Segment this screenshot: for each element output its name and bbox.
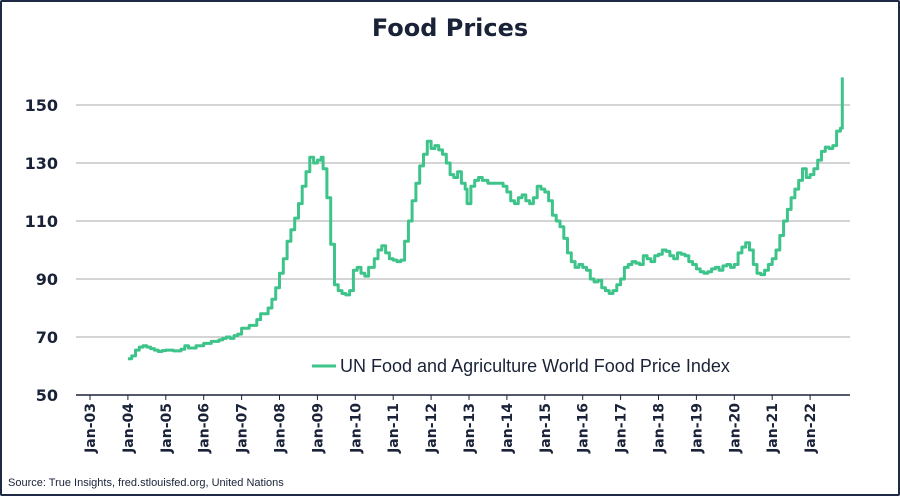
x-tick-label: Jan-18 [652, 403, 668, 454]
x-axis-ticks: Jan-03 Jan-04 Jan-05 Jan-06 Jan-07 Jan-08 Jan-… [83, 395, 819, 454]
y-tick-label: 90 [36, 270, 58, 289]
legend-label: UN Food and Agriculture World Food Price… [340, 356, 730, 376]
source-note: Source: True Insights, fred.stlouisfed.o… [8, 477, 284, 489]
chart-title: Food Prices [371, 14, 529, 42]
y-tick-label: 130 [25, 154, 58, 173]
series-line-food-price-index [127, 77, 844, 361]
x-tick-label: Jan-03 [83, 403, 99, 454]
gridlines [76, 104, 850, 338]
x-tick-label: Jan-07 [235, 403, 251, 454]
x-tick-label: Jan-12 [424, 403, 440, 454]
x-tick-label: Jan-15 [538, 403, 554, 454]
x-tick-label: Jan-05 [159, 403, 175, 454]
x-tick-label: Jan-17 [614, 403, 630, 454]
y-tick-label: 50 [36, 386, 58, 405]
x-tick-label: Jan-22 [803, 403, 819, 454]
y-tick-label: 110 [25, 212, 58, 231]
x-tick-label: Jan-20 [727, 403, 743, 454]
x-tick-label: Jan-09 [310, 403, 326, 454]
x-tick-label: Jan-16 [576, 403, 592, 454]
y-axis-ticks: 50 70 90 110 130 150 [25, 96, 58, 405]
legend: UN Food and Agriculture World Food Price… [312, 356, 730, 376]
y-tick-label: 150 [25, 96, 58, 115]
x-tick-label: Jan-19 [689, 403, 705, 454]
x-tick-label: Jan-06 [197, 403, 213, 454]
x-tick-label: Jan-14 [500, 403, 516, 454]
x-tick-label: Jan-13 [462, 403, 478, 454]
x-tick-label: Jan-21 [765, 403, 781, 454]
x-tick-label: Jan-04 [121, 403, 137, 454]
x-tick-label: Jan-08 [273, 403, 289, 454]
x-tick-label: Jan-10 [348, 403, 364, 454]
x-tick-label: Jan-11 [386, 403, 402, 454]
y-tick-label: 70 [36, 328, 58, 347]
